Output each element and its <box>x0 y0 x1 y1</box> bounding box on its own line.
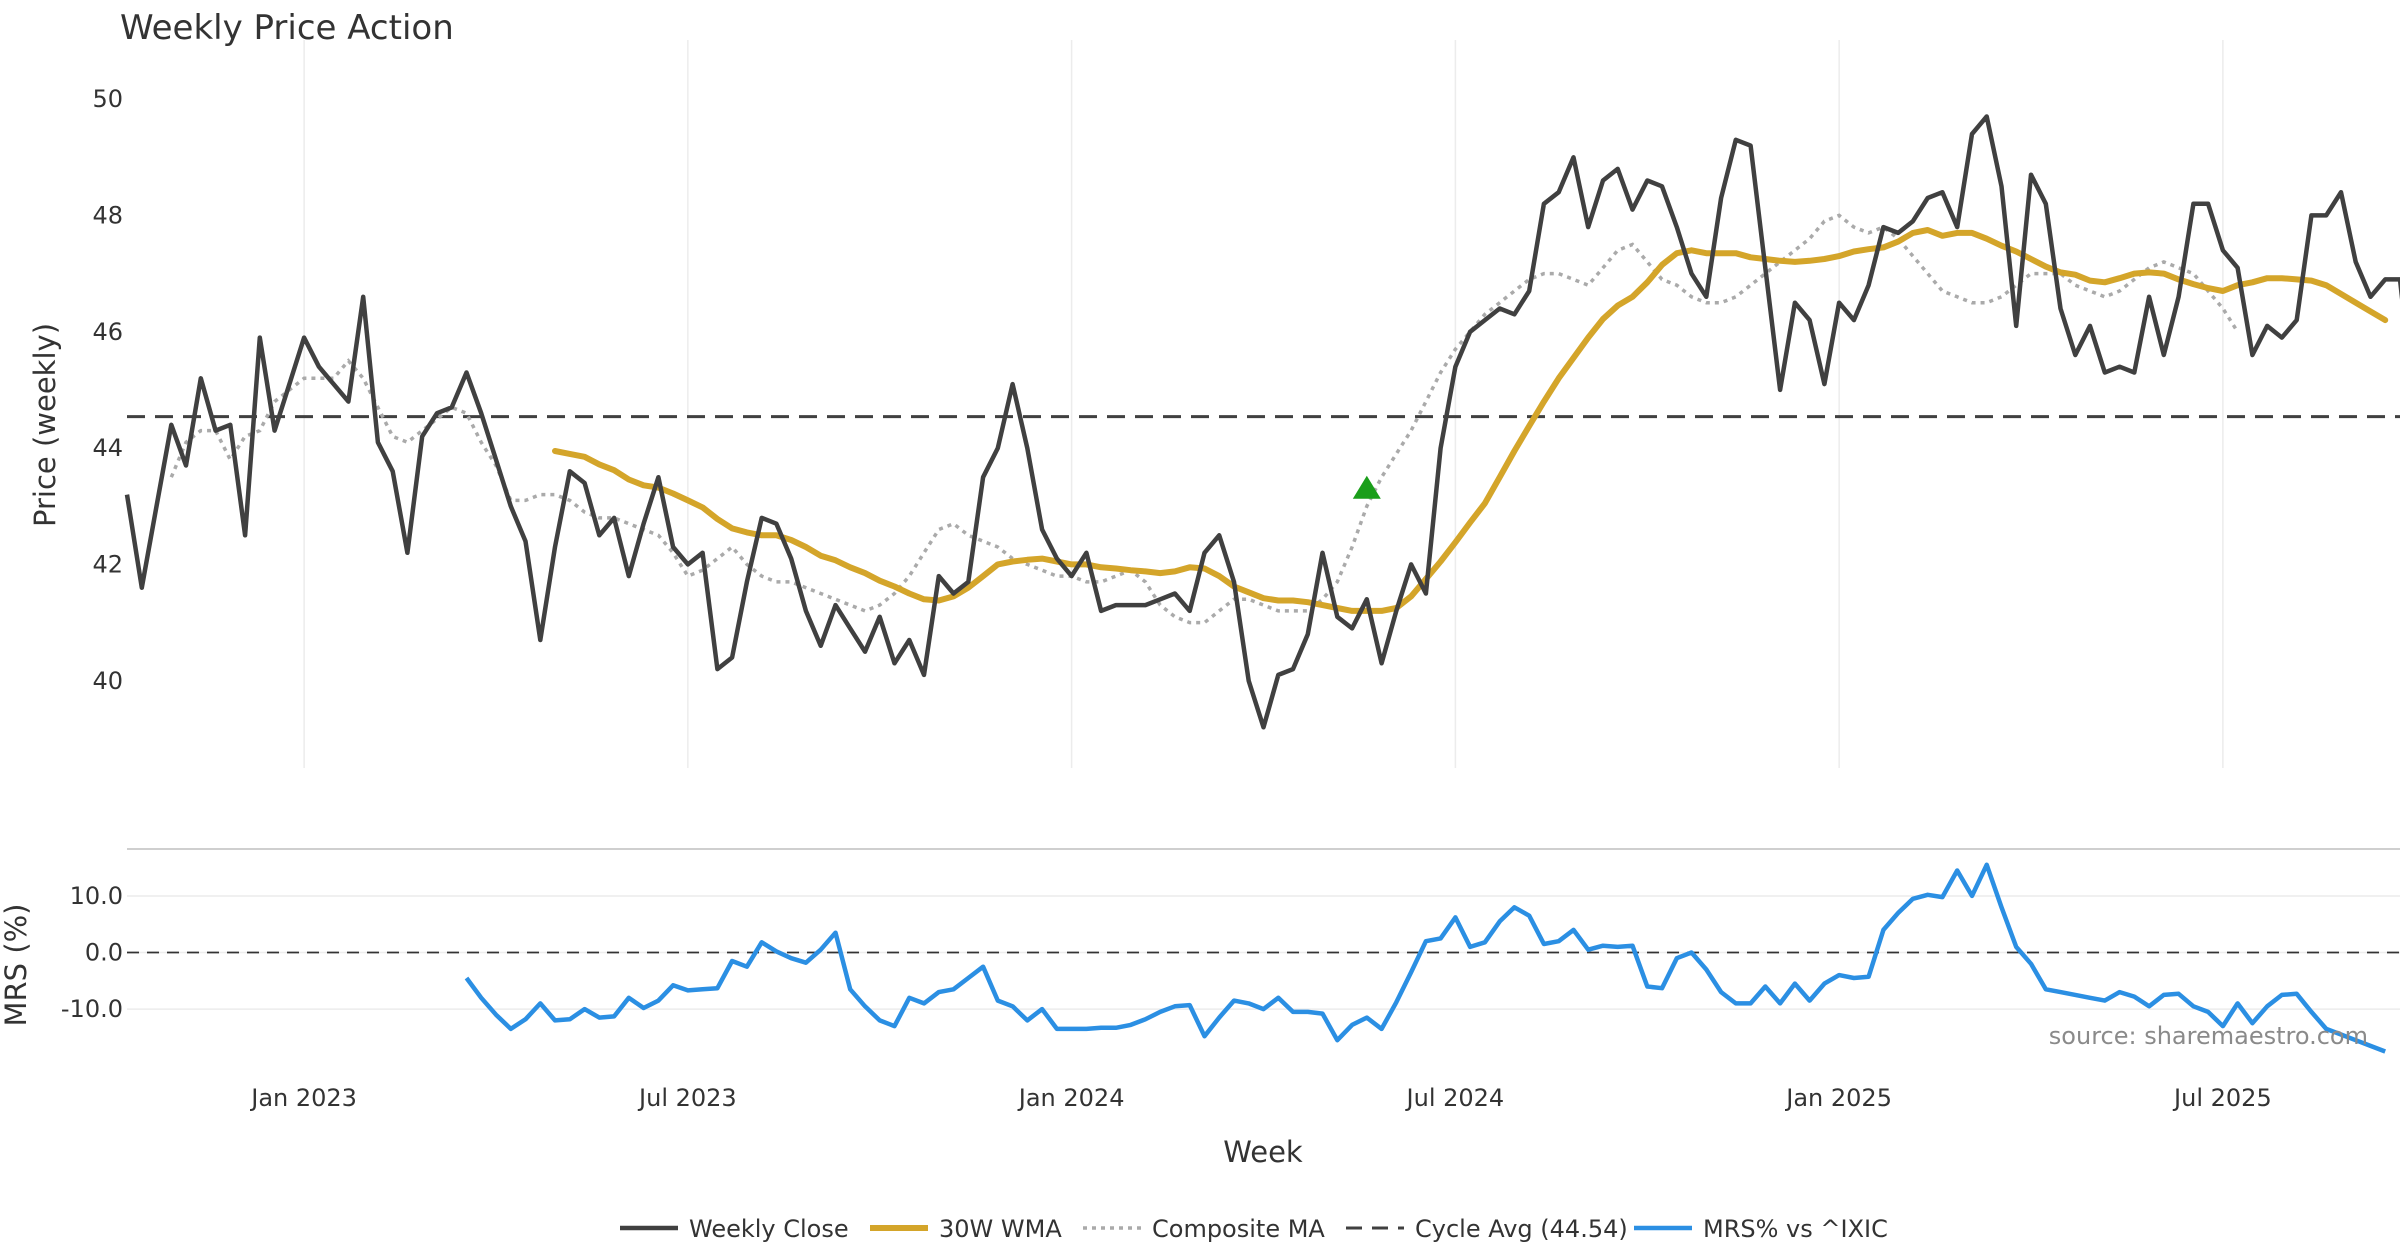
price-y-tick-label: 50 <box>92 85 123 113</box>
mrs-panel: 10.0 0.0 -10.0 MRS (%) source: sharemaestr… <box>0 862 2400 1054</box>
x-tick-label: Jan 2024 <box>1017 1084 1125 1112</box>
wma-30w-line <box>552 227 2389 614</box>
x-tick-label: Jul 2025 <box>2172 1084 2272 1112</box>
price-y-tick-label: 44 <box>92 434 123 462</box>
legend-label: Weekly Close <box>689 1215 849 1243</box>
x-tick-label: Jan 2023 <box>249 1084 357 1112</box>
green-up-triangle-icon <box>1352 475 1381 499</box>
price-y-axis: 40 42 44 46 48 50 <box>92 85 123 695</box>
legend-label: Composite MA <box>1152 1215 1325 1243</box>
price-vertical-grid <box>303 40 2224 768</box>
price-y-tick-label: 48 <box>92 201 123 229</box>
mrs-line <box>464 862 2387 1054</box>
legend-item: Composite MA <box>1083 1215 1325 1243</box>
source-note: source: sharemaestro.com <box>2049 1022 2368 1050</box>
legend-item: 30W WMA <box>870 1215 1062 1243</box>
legend-label: Cycle Avg (44.54) <box>1415 1215 1628 1243</box>
mrs-y-tick-label: 0.0 <box>85 939 123 967</box>
mrs-y-axis-title: MRS (%) <box>0 904 33 1027</box>
x-tick-label: Jul 2024 <box>1405 1084 1505 1112</box>
weekly-close-line <box>124 114 2400 730</box>
x-axis: Jan 2023 Jul 2023 Jan 2024 Jul 2024 Jan 2025… <box>249 1084 2271 1112</box>
composite-ma-line <box>169 213 2240 625</box>
x-axis-title: Week <box>1223 1135 1303 1169</box>
legend-item: MRS% vs ^IXIC <box>1634 1215 1888 1243</box>
legend-item: Weekly Close <box>620 1215 849 1243</box>
mrs-y-tick-label: -10.0 <box>61 995 123 1023</box>
x-tick-label: Jul 2023 <box>637 1084 737 1112</box>
x-tick-label: Jan 2025 <box>1784 1084 1892 1112</box>
legend-item: Cycle Avg (44.54) <box>1346 1215 1628 1243</box>
price-y-axis-title: Price (weekly) <box>28 323 62 527</box>
legend: Weekly Close 30W WMA Composite MA Cycle Avg… <box>620 1215 1888 1243</box>
price-y-tick-label: 46 <box>92 318 123 346</box>
mrs-y-tick-label: 10.0 <box>70 882 123 910</box>
legend-label: MRS% vs ^IXIC <box>1703 1215 1888 1243</box>
price-y-tick-label: 40 <box>92 667 123 695</box>
price-panel: 40 42 44 46 48 50 Price (weekly) <box>28 40 2400 768</box>
legend-label: 30W WMA <box>939 1215 1062 1243</box>
price-y-tick-label: 42 <box>92 550 123 578</box>
chart-title: Weekly Price Action <box>120 8 454 48</box>
